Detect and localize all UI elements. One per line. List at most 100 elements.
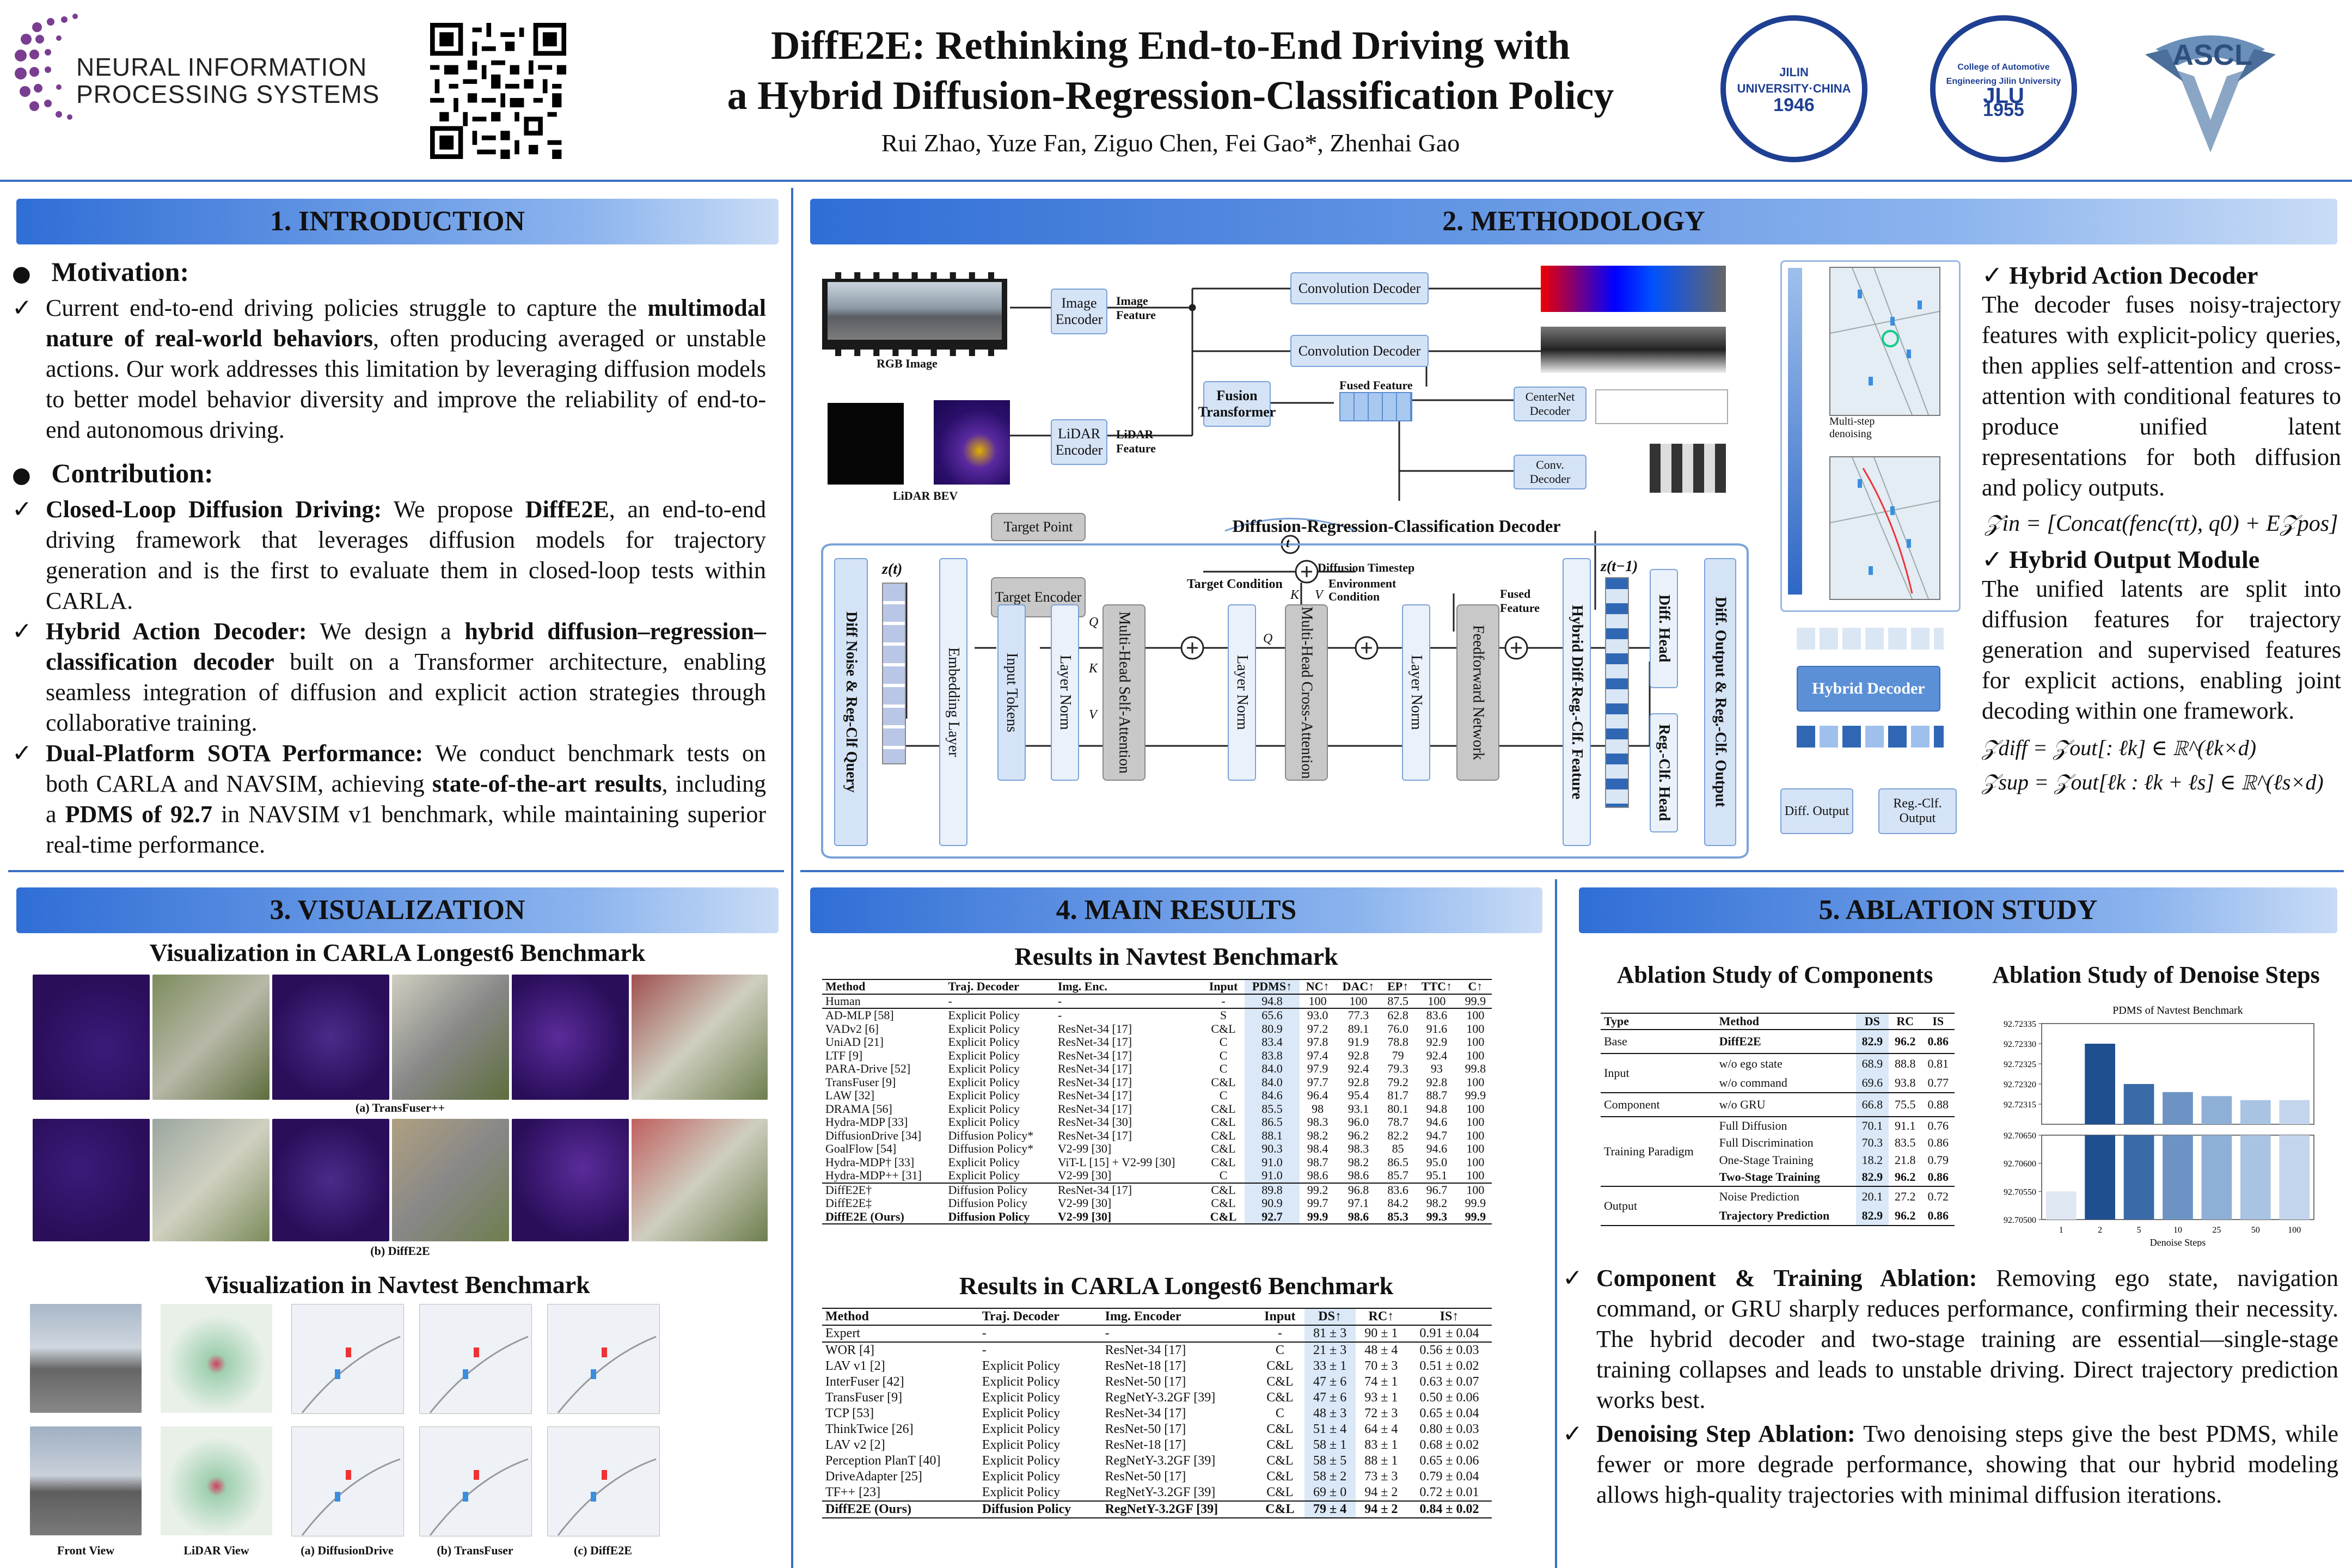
carla-table-wrap: Method Traj. Decoder Img. Encoder Input DS↑ R… [822,1308,1530,1518]
carla-ours-cell: 79 ± 4 [1304,1501,1356,1518]
navtest-cell: DRAMA [56] [825,1101,892,1116]
carla-results-title: Results in CARLA Longest6 Benchmark [959,1272,1394,1300]
conv-decoder-3-box: Conv. Decoder [1514,455,1587,489]
navtest-ours-cell: 97.1 [1347,1196,1369,1210]
comp-cell: Full Diffusion [1719,1118,1787,1132]
comp-row: Output Noise Prediction 20.1 27.2 0.72 [1601,1186,1955,1212]
navtest-header-cell: C↑ [1468,979,1483,993]
comp-cell: Full Discrimination [1719,1136,1814,1150]
navtest-cell: 94.6 [1426,1142,1448,1155]
rgb-image [822,272,1007,356]
zt1-label: z(t−1) [1601,558,1638,575]
carla-expert-cell: 81 ± 3 [1304,1325,1356,1342]
comp-cell: 0.77 [1927,1075,1949,1089]
carla-viz-title: Visualization in CARLA Longest6 Benchmar… [149,939,646,966]
carla-ours-cell: Diffusion Policy [982,1502,1071,1516]
comp-cell: 0.88 [1927,1098,1949,1111]
carla-cell: 64 ± 4 [1364,1422,1398,1436]
cta-paragraph: ✓ Component & Training Ablation: Removing… [1563,1264,2338,1413]
zt1-token-stack [1605,577,1629,808]
carla-cell: Explicit Policy [982,1391,1061,1405]
carla-cell: 69 ± 0 [1304,1485,1356,1501]
navtest-cell: ResNet-34 [17] [1057,1062,1132,1075]
ascl-logo-icon [2145,35,2276,152]
had-text: The decoder fuses noisy-trajectory featu… [1982,291,2341,501]
navtest-row: UniAD [21] Explicit Policy ResNet-34 [17] C… [822,1035,1492,1049]
chart-upper-tick-label: 92.72330 [2004,1040,2036,1049]
navtest-cell: 91.9 [1347,1035,1369,1049]
carla-cell: ResNet-34 [17] [1105,1343,1186,1357]
equation-2: 𝒵diff = 𝒵out[: ℓk] ∈ ℝ^(ℓk×d) [1982,736,2257,760]
row-divider-right [800,870,2344,872]
carla-ours-cell: RegNetY-3.2GF [39] [1105,1502,1218,1516]
carla-cell: C&L [1266,1391,1294,1405]
carla-expert-row: Expert - - - 81 ± 3 90 ± 1 0.91 ± 0.04 [822,1325,1492,1342]
carla-cell: TCP [53] [825,1406,874,1420]
navtest-cell: Explicit Policy [948,1048,1020,1062]
carla-cell: 51 ± 4 [1304,1422,1356,1437]
q-label-2: Q [1263,632,1273,646]
navtest-row: LAW [32] Explicit Policy ResNet-34 [17] C 84… [822,1088,1492,1102]
navtest-cell: 98.2 [1347,1155,1369,1169]
navtest-cell: 91.6 [1426,1021,1448,1036]
carla-row: TCP [53] Explicit Policy ResNet-34 [17] C 48… [822,1406,1492,1422]
chart-bar [2045,1191,2077,1220]
navtest-table: Method Traj. Decoder Img. Enc. Input PDMS↑ NC… [822,979,1492,1224]
carla-cell: 72 ± 3 [1364,1406,1398,1420]
carla-expert-cell: - [1277,1326,1282,1340]
carla-tf-img-5 [512,975,629,1100]
carla-cell: 0.51 ± 0.02 [1419,1359,1479,1373]
navtest-cell: Explicit Policy [948,1168,1020,1182]
target-condition-label: Target Condition [1187,577,1283,591]
carla-cell: C&L [1266,1422,1294,1436]
navtest-cell: C&L [1211,1115,1236,1129]
navtest-header-cell: PDMS↑ [1244,979,1300,994]
carla-de-img-6 [632,1119,768,1241]
carla-row: WOR [4] - ResNet-34 [17] C 21 ± 3 48 ± 4 0.56 … [822,1342,1492,1358]
carla-body: Expert - - - 81 ± 3 90 ± 1 0.91 ± 0.04 WOR [4] -… [822,1325,1492,1518]
carla-cell: ResNet-50 [17] [1105,1422,1186,1436]
carla-cell: Perception PlanT [40] [825,1454,941,1468]
comp-row: Two-Stage Training 82.9 96.2 0.86 [1601,1168,1955,1186]
viz-heading: 3. VISUALIZATION [16,887,779,933]
carla-cell: 58 ± 2 [1304,1469,1356,1485]
carla-de-img-2 [152,1119,270,1241]
target-point-box: Target Point [991,513,1086,541]
denoise-arrow-icon [1788,268,1802,595]
fused-feature-2-label: Fused Feature [1500,587,1540,615]
navtest-cell: 99.8 [1465,1062,1486,1075]
carla-cell: Explicit Policy [982,1454,1061,1468]
navtest-row: TransFuser [9] Explicit Policy ResNet-34 [… [822,1075,1492,1089]
navtest-table-wrap: Method Traj. Decoder Img. Enc. Input PDMS↑ NC… [822,979,1530,1224]
carla-cell: 0.80 ± 0.03 [1419,1422,1479,1436]
navtest-cell: Hydra-MDP++ [31] [825,1168,922,1182]
navtest-header-cell: EP↑ [1387,979,1409,993]
carla-ours-cell: C&L [1265,1502,1295,1516]
qr-code-icon[interactable] [430,23,566,159]
navtest-header-cell: DAC↑ [1342,979,1375,993]
hom-title: ✓ Hybrid Output Module [1982,544,2260,574]
navtest-cell: 98.4 [1307,1142,1328,1155]
chart-title: PDMS of Navtest Benchmark [2112,1004,2243,1016]
navtest-cell: 91.0 [1244,1168,1300,1183]
caption-front-view: Front View [57,1543,115,1557]
carla-cell: ResNet-18 [17] [1105,1359,1186,1373]
method-text: ✓ Hybrid Action Decoder The decoder fuse… [1982,260,2341,795]
had-title: ✓ Hybrid Action Decoder [1982,260,2258,290]
navtest-ours-cell: 83.6 [1387,1183,1408,1197]
diff-head-box: Diff. Head [1650,569,1678,688]
navtest-cell: C [1219,1062,1228,1075]
carla-de-img-4 [392,1119,509,1241]
navtest-ours-row: DiffE2E† Diffusion Policy ResNet-34 [17] C&… [822,1183,1492,1197]
navtest-human-cell: 94.8 [1244,994,1300,1008]
chart-bar-upper [2163,1092,2193,1124]
de-img-2 [547,1426,660,1536]
comp-header-row: Type Method DS RC IS [1601,1013,1955,1030]
carla-cell: 47 ± 6 [1304,1390,1356,1406]
poster-header: NEURAL INFORMATION PROCESSING SYSTEMS Di… [0,0,2352,180]
bev-output-image [1650,444,1726,493]
chart-bar-lower [2279,1135,2310,1220]
navtest-cell: 96.4 [1307,1088,1328,1102]
fused-feature-label: Fused Feature [1339,378,1413,392]
navtest-row: Hydra-MDP [33] Explicit Policy ResNet-34 [… [822,1115,1492,1129]
